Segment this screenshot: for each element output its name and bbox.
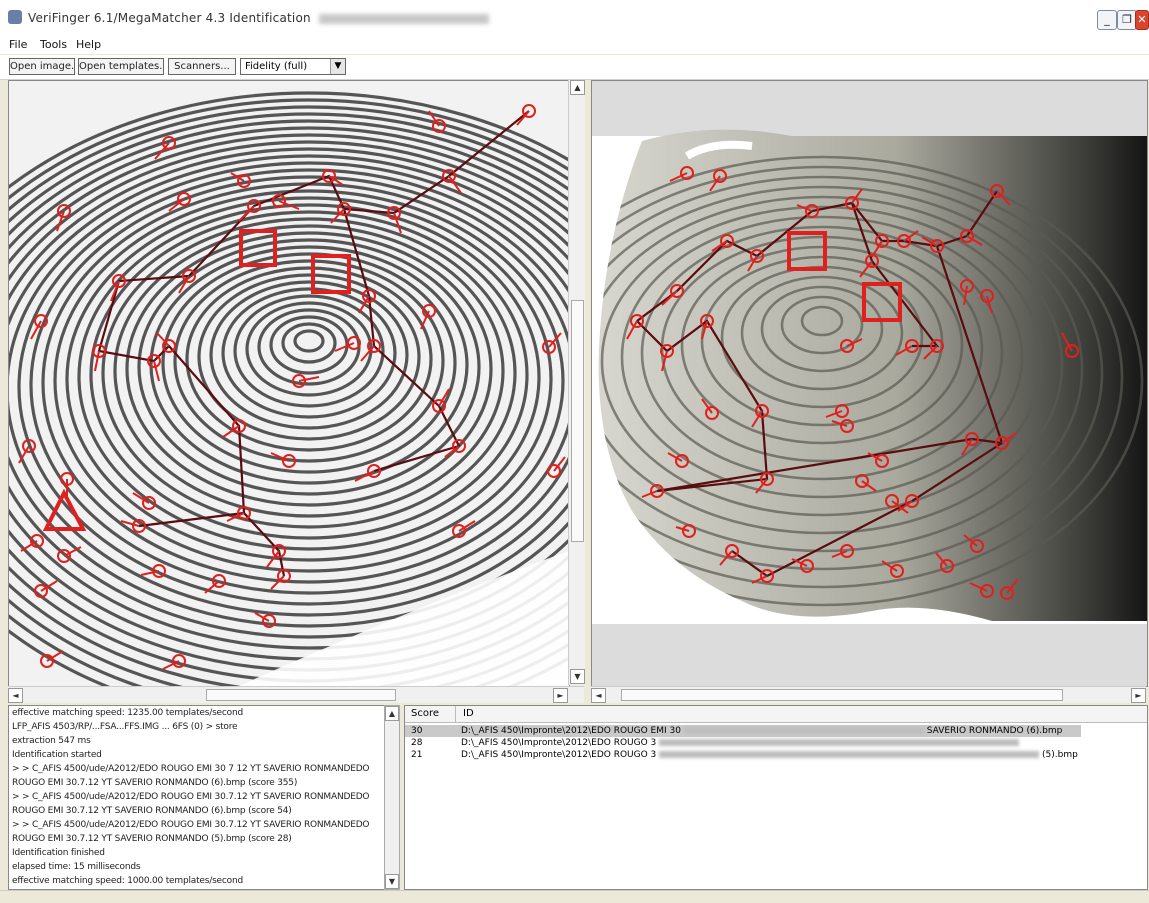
identification-log[interactable]: effective matching speed: 1235.00 templa… [8, 705, 386, 890]
result-score: 21 [411, 750, 423, 760]
redacted-title-segment [318, 13, 489, 24]
candidate-horizontal-scrollbar[interactable]: ◄ ► [591, 686, 1146, 703]
window-title: VeriFinger 6.1/MegaMatcher 4.3 Identific… [28, 11, 489, 25]
candidate-fingerprint-canvas [592, 81, 1147, 686]
log-line: Identification started [12, 750, 102, 760]
column-header-id[interactable]: ID [463, 708, 474, 719]
quality-select[interactable]: Fidelity (full) ▼ [240, 58, 346, 75]
menu-help[interactable]: Help [76, 38, 102, 51]
menu-tools[interactable]: Tools [40, 38, 68, 51]
results-header: Score ID [405, 706, 1147, 723]
results-table[interactable]: Score ID 30 D:\_AFIS 450\Impronte\2012\E… [404, 705, 1148, 890]
scroll-up-button[interactable]: ▲ [570, 80, 585, 95]
match-skeleton-line [731, 442, 1003, 578]
scroll-left-button[interactable]: ◄ [8, 688, 23, 703]
result-row[interactable]: 28 D:\_AFIS 450\Impronte\2012\EDO ROUGO … [405, 737, 1081, 749]
result-id: D:\_AFIS 450\Impronte\2012\EDO ROUGO 3 (… [461, 750, 1078, 760]
probe-vertical-scrollbar[interactable]: ▲ ▼ [568, 80, 585, 685]
core-marker [311, 254, 351, 294]
core-marker [862, 282, 902, 322]
result-row[interactable]: 30 D:\_AFIS 450\Impronte\2012\EDO ROUGO … [405, 725, 1081, 737]
log-line: Identification finished [12, 848, 105, 858]
core-marker [239, 229, 277, 267]
log-vertical-scrollbar[interactable]: ▲ ▼ [384, 705, 400, 890]
result-id: D:\_AFIS 450\Impronte\2012\EDO ROUGO 3 [461, 737, 1020, 749]
restore-button[interactable]: ❐ [1117, 10, 1137, 30]
match-skeleton-line [138, 511, 245, 528]
log-line: ROUGO EMI 30.7.12 YT SAVERIO RONMANDO (6… [12, 806, 292, 816]
result-row[interactable]: 21 D:\_AFIS 450\Impronte\2012\EDO ROUGO … [405, 749, 1081, 761]
candidate-fingerprint-view[interactable] [591, 80, 1148, 687]
scroll-right-button[interactable]: ► [1131, 688, 1146, 703]
scroll-down-button[interactable]: ▼ [570, 669, 585, 684]
open-image-button[interactable]: Open image... [9, 58, 75, 75]
toolbar: Open image... Open templates... Scanners… [0, 55, 1149, 80]
scroll-left-button[interactable]: ◄ [591, 688, 606, 703]
log-line: elapsed time: 15 milliseconds [12, 862, 141, 872]
probe-fingerprint-view[interactable] [8, 80, 570, 687]
log-line: extraction 547 ms [12, 736, 91, 746]
app-icon [8, 10, 22, 24]
minimize-button[interactable]: _ [1097, 10, 1117, 30]
log-line: ROUGO EMI 30.7.12 YT SAVERIO RONMANDO (6… [12, 778, 298, 788]
menu-file[interactable]: File [9, 38, 28, 51]
quality-select-value: Fidelity (full) [245, 61, 308, 72]
column-divider[interactable] [455, 706, 456, 722]
result-id: D:\_AFIS 450\Impronte\2012\EDO ROUGO EMI… [461, 726, 1063, 736]
open-templates-button[interactable]: Open templates... [78, 58, 164, 75]
match-skeleton-line [342, 208, 461, 473]
scroll-thumb[interactable] [621, 689, 1063, 701]
scroll-thumb[interactable] [571, 300, 584, 542]
scanners-button[interactable]: Scanners... [168, 58, 236, 75]
log-line: effective matching speed: 1235.00 templa… [12, 708, 243, 718]
status-bar [0, 890, 1149, 903]
log-line: > > C_AFIS 4500/ude/A2012/EDO ROUGO EMI … [12, 764, 370, 774]
log-line: LFP_AFIS 4503/RP/...FSA...FFS.IMG ... 6F… [12, 722, 238, 732]
minutiae-points [626, 166, 1079, 600]
match-skeleton-line [850, 202, 940, 348]
log-line: > > C_AFIS 4500/ude/A2012/EDO ROUGO EMI … [12, 792, 370, 802]
log-line: effective matching speed: 1000.00 templa… [12, 876, 243, 886]
scroll-down-button[interactable]: ▼ [385, 874, 399, 889]
minutiae-points [18, 104, 566, 670]
scroll-right-button[interactable]: ► [553, 688, 568, 703]
menu-bar: File Tools Help [0, 34, 1149, 54]
close-button[interactable]: ✕ [1135, 10, 1149, 30]
scroll-thumb[interactable] [206, 689, 396, 701]
log-line: ROUGO EMI 30.7.12 YT SAVERIO RONMANDO (5… [12, 834, 292, 844]
probe-fingerprint-canvas [9, 81, 569, 686]
column-header-score[interactable]: Score [411, 708, 440, 719]
probe-horizontal-scrollbar[interactable]: ◄ ► [8, 686, 584, 703]
delta-marker [42, 488, 87, 531]
log-line: > > C_AFIS 4500/ude/A2012/EDO ROUGO EMI … [12, 820, 370, 830]
scroll-up-button[interactable]: ▲ [385, 706, 399, 721]
title-bar: VeriFinger 6.1/MegaMatcher 4.3 Identific… [0, 0, 1149, 35]
core-marker [787, 231, 827, 271]
result-score: 28 [411, 738, 423, 748]
chevron-down-icon[interactable]: ▼ [330, 59, 345, 74]
result-score: 30 [411, 726, 423, 736]
